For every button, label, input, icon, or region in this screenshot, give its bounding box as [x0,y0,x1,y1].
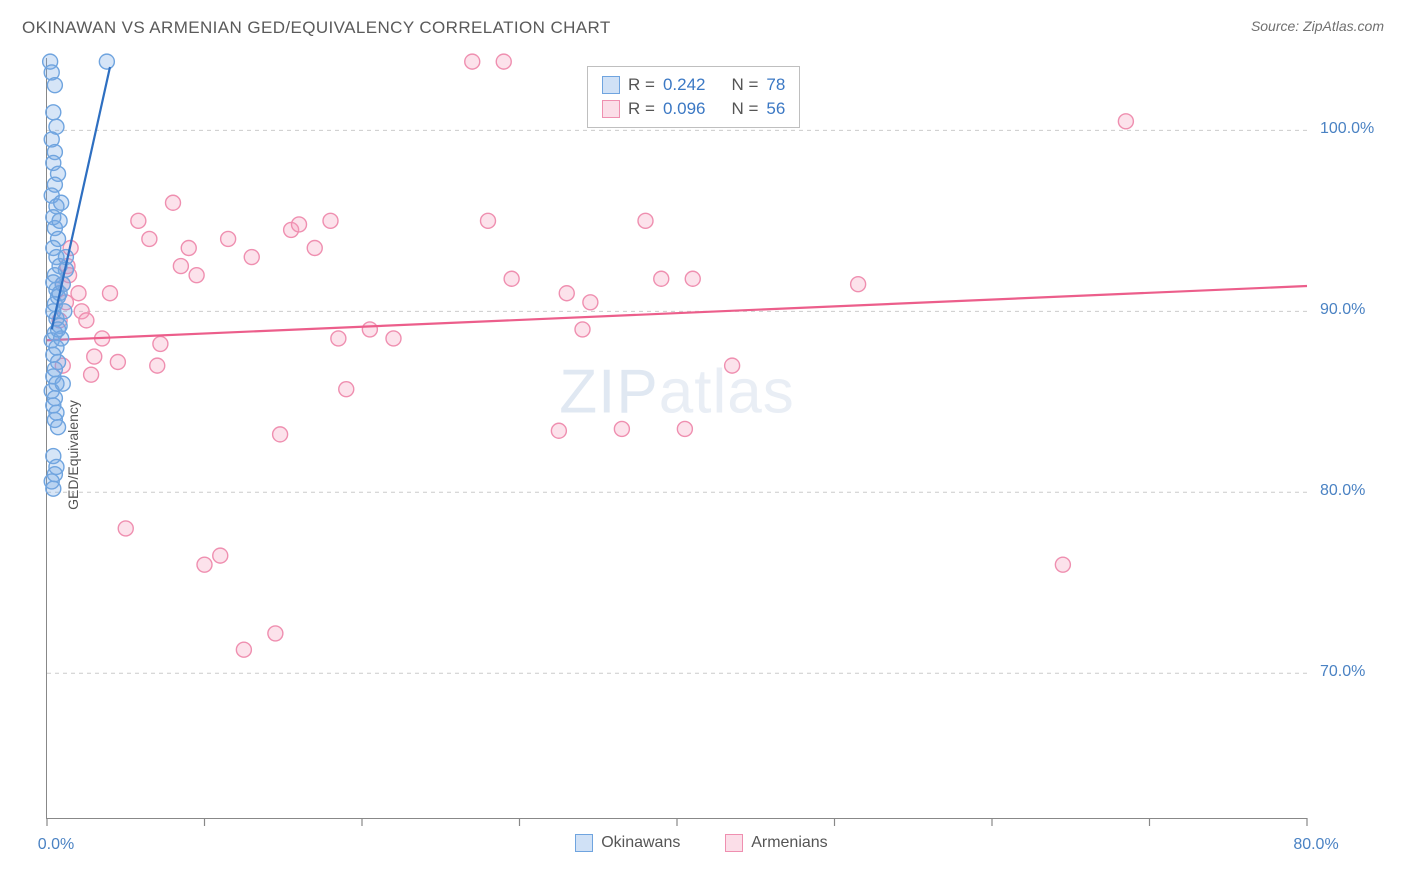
scatter-point-armenians [496,54,511,69]
scatter-point-armenians [386,331,401,346]
bottom-legend-item: Okinawans [575,834,680,852]
scatter-point-okinawans [51,420,66,435]
trend-line [47,286,1307,340]
scatter-point-armenians [87,349,102,364]
source-prefix: Source: [1251,18,1303,34]
scatter-point-armenians [153,336,168,351]
scatter-point-armenians [150,358,165,373]
scatter-point-okinawans [54,195,69,210]
scatter-point-okinawans [52,213,67,228]
scatter-point-okinawans [46,105,61,120]
y-tick-label: 80.0% [1320,482,1365,500]
scatter-point-armenians [189,268,204,283]
scatter-point-armenians [654,271,669,286]
scatter-point-armenians [725,358,740,373]
scatter-point-okinawans [47,78,62,93]
chart-source: Source: ZipAtlas.com [1251,18,1384,34]
legend-n-label: N = [731,75,758,95]
scatter-point-armenians [118,521,133,536]
source-text: ZipAtlas.com [1303,18,1384,34]
scatter-point-armenians [685,271,700,286]
legend-swatch [602,76,620,94]
scatter-point-armenians [103,286,118,301]
scatter-point-armenians [236,642,251,657]
scatter-point-armenians [504,271,519,286]
legend-r-label: R = [628,99,655,119]
scatter-point-armenians [273,427,288,442]
scatter-point-armenians [197,557,212,572]
scatter-point-armenians [339,382,354,397]
plot-area: ZIPatlas R = 0.242N = 78R = 0.096N = 56 [46,58,1307,819]
scatter-point-armenians [110,355,125,370]
scatter-point-armenians [551,423,566,438]
scatter-point-armenians [1055,557,1070,572]
legend-label: Okinawans [601,834,680,852]
scatter-point-armenians [583,295,598,310]
scatter-point-armenians [71,286,86,301]
chart-header: OKINAWAN VS ARMENIAN GED/EQUIVALENCY COR… [0,0,1406,44]
scatter-point-armenians [292,217,307,232]
scatter-point-armenians [213,548,228,563]
scatter-point-armenians [465,54,480,69]
plot-svg [47,58,1307,818]
scatter-point-armenians [244,250,259,265]
scatter-point-armenians [84,367,99,382]
y-tick-label: 70.0% [1320,663,1365,681]
scatter-point-armenians [1118,114,1133,129]
scatter-point-armenians [559,286,574,301]
stats-legend-row: R = 0.242 N = 78 [602,73,785,97]
scatter-point-armenians [575,322,590,337]
legend-r-value: 0.242 [663,75,706,95]
legend-swatch [725,834,743,852]
legend-n-value: 56 [766,99,785,119]
scatter-point-okinawans [55,376,70,391]
scatter-point-armenians [166,195,181,210]
stats-legend: R = 0.242 N = 78 R = 0.096 N = 56 [587,66,800,128]
legend-r-value: 0.096 [663,99,706,119]
scatter-point-okinawans [57,304,72,319]
stats-legend-row: R = 0.096 N = 56 [602,97,785,121]
legend-swatch [575,834,593,852]
legend-label: Armenians [751,834,827,852]
scatter-point-armenians [481,213,496,228]
scatter-point-armenians [181,241,196,256]
x-tick-label: 0.0% [26,836,86,854]
scatter-point-okinawans [99,54,114,69]
scatter-point-armenians [362,322,377,337]
scatter-point-okinawans [46,481,61,496]
scatter-point-armenians [268,626,283,641]
legend-n-value: 78 [766,75,785,95]
scatter-point-armenians [173,259,188,274]
legend-r-label: R = [628,75,655,95]
x-tick-label: 80.0% [1286,836,1346,854]
bottom-legend-item: Armenians [725,834,827,852]
scatter-point-armenians [221,231,236,246]
y-tick-label: 100.0% [1320,120,1374,138]
scatter-point-armenians [131,213,146,228]
legend-n-label: N = [731,99,758,119]
scatter-point-armenians [851,277,866,292]
scatter-point-armenians [638,213,653,228]
scatter-point-armenians [677,421,692,436]
chart-container: GED/Equivalency ZIPatlas R = 0.242N = 78… [22,50,1384,860]
scatter-point-armenians [323,213,338,228]
scatter-point-armenians [142,231,157,246]
scatter-point-armenians [614,421,629,436]
y-tick-label: 90.0% [1320,301,1365,319]
scatter-point-armenians [331,331,346,346]
legend-swatch [602,100,620,118]
chart-title: OKINAWAN VS ARMENIAN GED/EQUIVALENCY COR… [22,18,611,38]
scatter-point-armenians [79,313,94,328]
scatter-point-armenians [307,241,322,256]
